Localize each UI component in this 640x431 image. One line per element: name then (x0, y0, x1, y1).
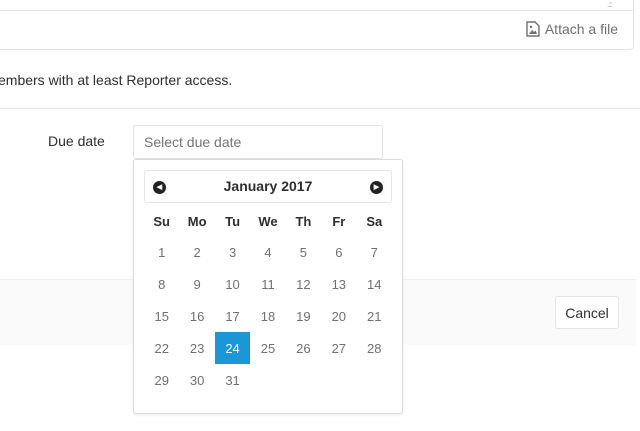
weekday-header: Sa (366, 213, 383, 229)
empty-cell (286, 364, 321, 396)
calendar-day[interactable]: 7 (370, 244, 378, 260)
calendar-day[interactable]: 30 (189, 372, 205, 388)
description-editor[interactable] (0, 0, 634, 50)
empty-cell (321, 364, 356, 396)
editor-divider (0, 10, 634, 11)
image-file-icon (526, 21, 540, 37)
calendar-day[interactable]: 19 (296, 308, 311, 324)
calendar-day[interactable]: 1 (158, 244, 166, 260)
calendar-day[interactable]: 12 (296, 276, 311, 292)
weekday-header: Su (153, 213, 171, 229)
calendar-day[interactable]: 6 (335, 244, 343, 260)
calendar-day[interactable]: 10 (225, 276, 240, 292)
attach-file-label: Attach a file (544, 21, 618, 37)
calendar-day[interactable]: 29 (154, 372, 169, 388)
calendar-day[interactable]: 8 (158, 276, 166, 292)
calendar-day[interactable]: 4 (264, 244, 272, 260)
weekday-header: Th (295, 213, 312, 229)
calendar-day[interactable]: 31 (225, 372, 240, 388)
calendar-day[interactable]: 11 (261, 276, 275, 292)
cancel-button[interactable]: Cancel (555, 296, 619, 329)
attach-file-button[interactable]: Attach a file (526, 21, 618, 37)
calendar-week: 8 9 10 11 12 13 14 (144, 268, 392, 300)
calendar-day[interactable]: 16 (189, 308, 205, 324)
calendar-day[interactable]: 17 (225, 308, 240, 324)
calendar-day[interactable]: 15 (154, 308, 169, 324)
calendar-week: 1 2 3 4 5 6 7 (144, 236, 392, 268)
calendar-week: 29 30 31 (144, 364, 392, 396)
calendar-day[interactable]: 14 (367, 276, 382, 292)
section-divider (0, 108, 640, 109)
calendar-day[interactable]: 3 (228, 244, 237, 260)
chevron-right-circle-icon[interactable]: ▶ (370, 181, 383, 194)
chevron-left-circle-icon[interactable]: ◀ (153, 181, 166, 194)
calendar-day[interactable]: 21 (367, 308, 382, 324)
weekday-header: Fr (332, 213, 346, 229)
calendar-day[interactable]: 25 (260, 340, 276, 356)
weekday-header: We (258, 213, 278, 229)
empty-cell (357, 364, 392, 396)
calendar-day[interactable]: 24 (214, 332, 251, 364)
calendar-grid: Su Mo Tu We Th Fr Sa 1 2 3 4 5 6 7 8 9 10 11 12 13 14 15 16 17… (144, 206, 392, 396)
month-title: January 2017 (223, 178, 313, 194)
calendar-day[interactable]: 26 (296, 340, 311, 356)
datepicker-header: ◀ January 2017 ▶ (144, 170, 392, 203)
resize-grip-icon[interactable]: .::: (607, 0, 613, 9)
calendar-day[interactable]: 5 (299, 244, 308, 260)
calendar-day[interactable]: 20 (331, 308, 347, 324)
calendar-day[interactable]: 13 (331, 276, 347, 292)
calendar-day[interactable]: 23 (189, 340, 205, 356)
help-text: embers with at least Reporter access. (0, 72, 233, 88)
empty-cell (250, 364, 285, 396)
calendar-week: 22 23 24 25 26 27 28 (144, 332, 392, 364)
calendar-day[interactable]: 28 (367, 340, 382, 356)
weekday-header: Tu (225, 213, 241, 229)
calendar-week: 15 16 17 18 19 20 21 (144, 300, 392, 332)
calendar-day[interactable]: 9 (193, 276, 201, 292)
calendar-day[interactable]: 2 (193, 244, 201, 260)
due-date-input[interactable] (133, 125, 383, 159)
calendar-day[interactable]: 22 (154, 340, 169, 356)
calendar-day[interactable]: 18 (260, 308, 276, 324)
weekday-header: Mo (187, 213, 207, 229)
calendar-day[interactable]: 27 (331, 340, 347, 356)
due-date-label: Due date (48, 133, 105, 149)
